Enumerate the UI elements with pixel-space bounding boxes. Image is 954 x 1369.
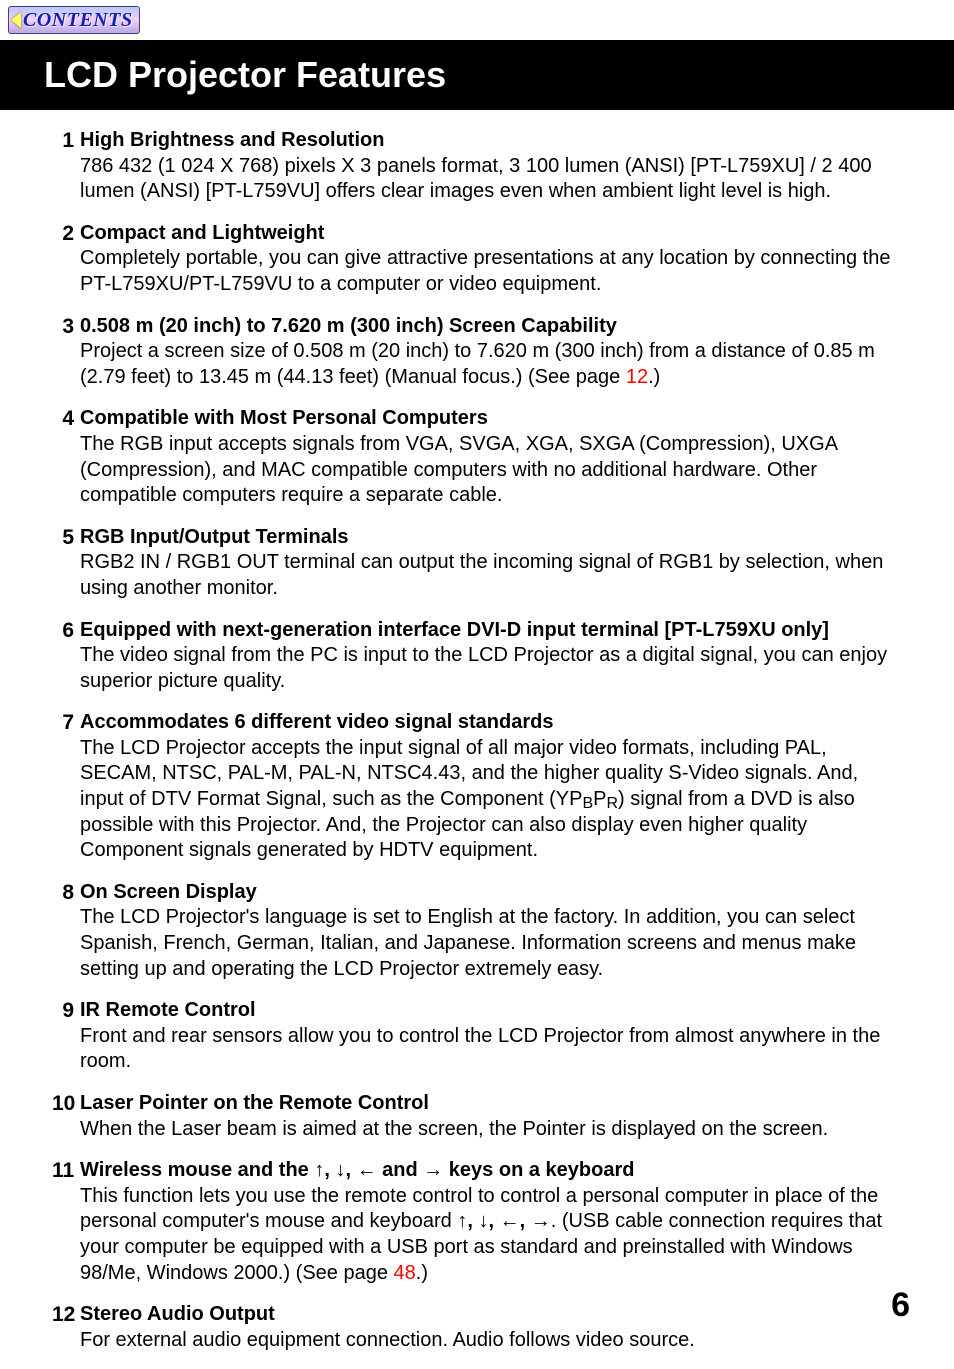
feature-text: 786 432 (1 024 X 768) pixels X 3 panels … (80, 155, 872, 203)
feature-text-pre: Project a screen size of 0.508 m (20 inc… (80, 340, 875, 388)
feature-number: 5 (52, 525, 80, 551)
feature-head: High Brightness and Resolution (80, 129, 384, 151)
feature-number: 10 (52, 1091, 80, 1117)
feature-item: 4 Compatible with Most Personal Computer… (52, 406, 902, 508)
feature-text: RGB2 IN / RGB1 OUT terminal can output t… (80, 551, 883, 599)
back-triangle-icon (11, 12, 21, 28)
feature-body: High Brightness and Resolution 786 432 (… (80, 128, 902, 205)
feature-text: Front and rear sensors allow you to cont… (80, 1025, 880, 1073)
feature-head: Accommodates 6 different video signal st… (80, 711, 553, 733)
feature-body: Laser Pointer on the Remote Control When… (80, 1091, 902, 1142)
feature-item: 6 Equipped with next-generation interfac… (52, 618, 902, 695)
feature-head: Laser Pointer on the Remote Control (80, 1092, 429, 1114)
feature-number: 4 (52, 406, 80, 432)
feature-head: On Screen Display (80, 881, 257, 903)
feature-body: Compatible with Most Personal Computers … (80, 406, 902, 508)
feature-body: Accommodates 6 different video signal st… (80, 710, 902, 864)
feature-text-post: .) (416, 1262, 428, 1284)
feature-body: IR Remote Control Front and rear sensors… (80, 998, 902, 1075)
feature-head: Stereo Audio Output (80, 1303, 275, 1325)
feature-text: The RGB input accepts signals from VGA, … (80, 433, 837, 506)
subscript: R (606, 795, 618, 812)
feature-item: 2 Compact and Lightweight Completely por… (52, 221, 902, 298)
arrow-key-icon: → (423, 1159, 443, 1181)
feature-item: 1 High Brightness and Resolution 786 432… (52, 128, 902, 205)
contents-label: CONTENTS (23, 9, 133, 32)
feature-head: Wireless mouse and the ↑, ↓, ← and → key… (80, 1159, 634, 1181)
page-xref[interactable]: 48 (394, 1262, 416, 1284)
page-xref[interactable]: 12 (626, 366, 648, 388)
feature-number: 11 (52, 1158, 80, 1184)
feature-head: Compatible with Most Personal Computers (80, 407, 488, 429)
page: CONTENTS LCD Projector Features 1 High B… (0, 0, 954, 1353)
feature-head: Compact and Lightweight (80, 222, 324, 244)
feature-body: RGB Input/Output Terminals RGB2 IN / RGB… (80, 525, 902, 602)
feature-text: This function lets you use the remote co… (80, 1185, 882, 1284)
feature-head: Equipped with next-generation interface … (80, 619, 829, 641)
contents-button[interactable]: CONTENTS (8, 6, 140, 34)
feature-text-mid: P (593, 788, 606, 810)
feature-head: 0.508 m (20 inch) to 7.620 m (300 inch) … (80, 315, 617, 337)
feature-head: IR Remote Control (80, 999, 256, 1021)
feature-head-pre: Wireless mouse and the (80, 1159, 314, 1181)
arrow-keys-icon: ↑, ↓, ←, → (457, 1210, 550, 1232)
feature-text-post: .) (648, 366, 660, 388)
page-title: LCD Projector Features (0, 40, 954, 110)
feature-item: 7 Accommodates 6 different video signal … (52, 710, 902, 864)
feature-text: Project a screen size of 0.508 m (20 inc… (80, 340, 875, 388)
feature-text: The LCD Projector accepts the input sign… (80, 737, 858, 861)
page-number: 6 (891, 1286, 910, 1325)
feature-item: 5 RGB Input/Output Terminals RGB2 IN / R… (52, 525, 902, 602)
feature-text: The video signal from the PC is input to… (80, 644, 887, 692)
feature-body: Wireless mouse and the ↑, ↓, ← and → key… (80, 1158, 902, 1286)
subscript: B (582, 795, 593, 812)
arrow-keys-icon: ↑, ↓, ← (314, 1159, 376, 1181)
feature-number: 8 (52, 880, 80, 906)
feature-body: On Screen Display The LCD Projector's la… (80, 880, 902, 982)
feature-number: 7 (52, 710, 80, 736)
feature-number: 6 (52, 618, 80, 644)
feature-body: Equipped with next-generation interface … (80, 618, 902, 695)
feature-number: 9 (52, 998, 80, 1024)
feature-item: 10 Laser Pointer on the Remote Control W… (52, 1091, 902, 1142)
feature-text: For external audio equipment connection.… (80, 1329, 695, 1351)
feature-head-mid: and (377, 1159, 424, 1181)
feature-item: 11 Wireless mouse and the ↑, ↓, ← and → … (52, 1158, 902, 1286)
feature-number: 2 (52, 221, 80, 247)
feature-text: The LCD Projector's language is set to E… (80, 906, 856, 979)
feature-body: Compact and Lightweight Completely porta… (80, 221, 902, 298)
feature-head-post: keys on a keyboard (443, 1159, 634, 1181)
feature-number: 1 (52, 128, 80, 154)
feature-text: Completely portable, you can give attrac… (80, 247, 890, 295)
feature-list: 1 High Brightness and Resolution 786 432… (0, 128, 954, 1353)
feature-item: 8 On Screen Display The LCD Projector's … (52, 880, 902, 982)
feature-number: 3 (52, 314, 80, 340)
feature-item: 12 Stereo Audio Output For external audi… (52, 1302, 902, 1353)
feature-number: 12 (52, 1302, 80, 1328)
feature-item: 3 0.508 m (20 inch) to 7.620 m (300 inch… (52, 314, 902, 391)
feature-head: RGB Input/Output Terminals (80, 526, 349, 548)
feature-body: Stereo Audio Output For external audio e… (80, 1302, 902, 1353)
feature-body: 0.508 m (20 inch) to 7.620 m (300 inch) … (80, 314, 902, 391)
feature-item: 9 IR Remote Control Front and rear senso… (52, 998, 902, 1075)
feature-text: When the Laser beam is aimed at the scre… (80, 1118, 828, 1140)
